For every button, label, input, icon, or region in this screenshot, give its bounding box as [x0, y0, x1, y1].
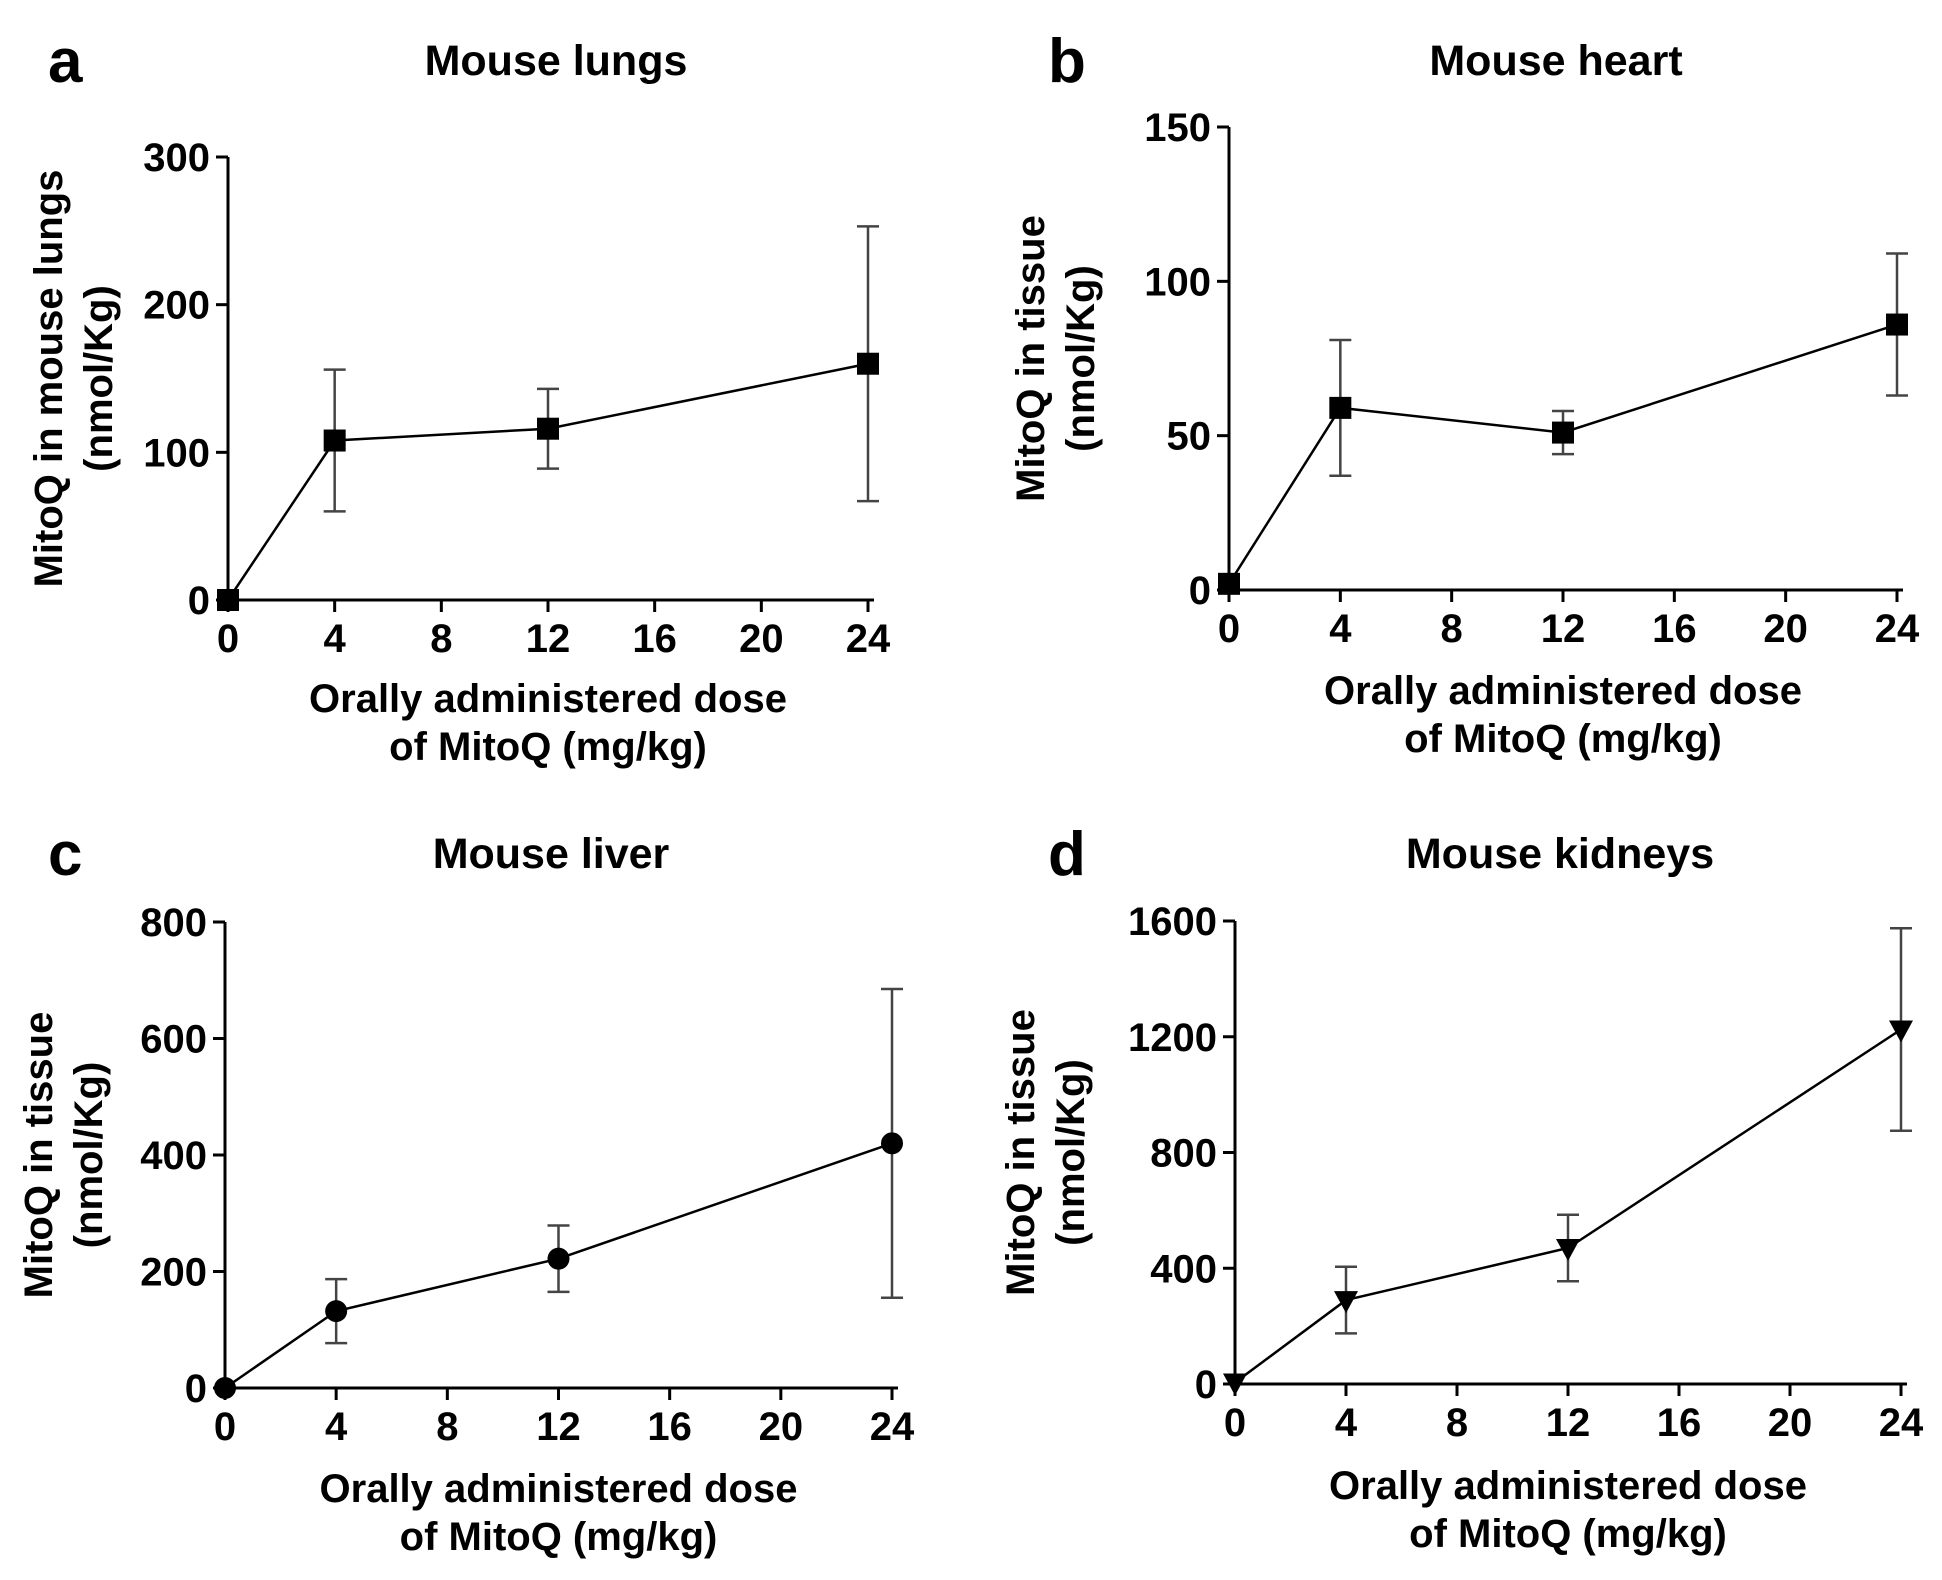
chart-panel-d: d Mouse kidneys 0 4 8 12 16 20 24 0 400 800 1200 1600…: [999, 820, 1924, 1556]
x-tick-label: 0: [217, 617, 239, 661]
y-axis-label: (nmol/Kg): [67, 1062, 111, 1249]
x-tick-label: 12: [536, 1405, 581, 1449]
x-tick-label: 24: [870, 1405, 915, 1449]
data-point: [1223, 1373, 1247, 1396]
x-tick-label: 16: [647, 1405, 692, 1449]
x-tick-label: 12: [526, 617, 571, 661]
x-axis-label: of MitoQ (mg/kg): [1409, 1512, 1727, 1556]
y-tick-label: 0: [188, 579, 210, 623]
x-axis-label: Orally administered dose: [1324, 669, 1802, 713]
y-axis-label: (nmol/Kg): [77, 285, 121, 472]
y-tick-label: 1600: [1128, 900, 1217, 944]
data-point: [325, 1300, 348, 1323]
x-tick-label: 8: [430, 617, 452, 661]
y-tick-label: 200: [140, 1251, 207, 1295]
chart-panel-c: c Mouse liver 0 4 8 12 16 20 24 0 200 400 600 800 Oral…: [17, 820, 915, 1559]
y-tick-label: 300: [143, 136, 210, 180]
y-tick-label: 1200: [1128, 1016, 1217, 1060]
y-tick-label: 100: [143, 431, 210, 475]
data-point: [1889, 1020, 1913, 1043]
y-tick-label: 0: [1189, 569, 1211, 613]
x-tick-label: 20: [1763, 607, 1808, 651]
chart-panel-b: b Mouse heart 0 4 8 12 16 20 24 0 50 100 150 Orally a…: [1009, 27, 1920, 761]
chart-title: Mouse kidneys: [1406, 830, 1714, 878]
x-axis-label: of MitoQ (mg/kg): [400, 1515, 718, 1559]
y-tick-label: 400: [1150, 1247, 1217, 1291]
data-point: [1886, 313, 1908, 336]
series-line: [226, 362, 869, 601]
data-point: [323, 429, 346, 452]
data-point: [1218, 572, 1240, 595]
panel-letter: b: [1048, 27, 1086, 96]
x-axis-label: Orally administered dose: [309, 677, 787, 721]
x-tick-label: 8: [1441, 607, 1463, 651]
x-tick-label: 0: [1218, 607, 1240, 651]
y-tick-label: 50: [1167, 415, 1212, 459]
series-line: [1227, 323, 1898, 585]
y-tick-label: 800: [1150, 1132, 1217, 1176]
data-point: [537, 417, 559, 440]
x-tick-label: 12: [1546, 1401, 1591, 1445]
panel-letter: a: [48, 27, 83, 96]
x-tick-label: 0: [214, 1405, 236, 1449]
y-tick-label: 400: [140, 1134, 207, 1178]
x-tick-label: 4: [1335, 1401, 1358, 1445]
data-point: [217, 589, 239, 611]
chart-panel-a: a Mouse lungs 0 4 8 12 16 20 24 0 100 200 300 Orally …: [27, 27, 891, 769]
x-tick-label: 4: [324, 617, 347, 661]
y-tick-label: 800: [140, 901, 207, 945]
x-axis-label: of MitoQ (mg/kg): [1404, 717, 1722, 761]
data-point: [881, 1132, 903, 1155]
x-tick-label: 8: [436, 1405, 458, 1449]
y-axis-label: MitoQ in tissue: [1009, 215, 1053, 502]
y-tick-label: 150: [1144, 106, 1211, 150]
data-point: [857, 352, 879, 375]
x-tick-label: 8: [1446, 1401, 1468, 1445]
data-point: [1552, 421, 1574, 444]
x-axis-label: of MitoQ (mg/kg): [389, 725, 707, 769]
data-point: [1334, 1291, 1358, 1314]
panel-letter: c: [48, 820, 82, 889]
x-tick-label: 24: [1875, 607, 1920, 651]
data-point: [1329, 396, 1352, 419]
x-tick-label: 16: [632, 617, 677, 661]
x-axis-label: Orally administered dose: [1329, 1464, 1807, 1508]
x-tick-label: 4: [325, 1405, 348, 1449]
data-point: [547, 1247, 570, 1270]
y-axis-label: MitoQ in tissue: [999, 1009, 1043, 1296]
y-tick-label: 200: [143, 284, 210, 328]
x-tick-label: 12: [1541, 607, 1586, 651]
chart-title: Mouse lungs: [425, 37, 688, 85]
x-tick-label: 0: [1224, 1401, 1246, 1445]
series-line: [1234, 1028, 1902, 1384]
x-tick-label: 16: [1652, 607, 1697, 651]
x-tick-label: 20: [759, 1405, 804, 1449]
x-tick-label: 16: [1657, 1401, 1702, 1445]
x-tick-label: 24: [846, 617, 891, 661]
data-point: [214, 1377, 236, 1399]
y-axis-label: (nmol/Kg): [1049, 1059, 1093, 1246]
y-axis-label: MitoQ in tissue: [17, 1012, 61, 1299]
data-point: [1556, 1238, 1580, 1261]
x-tick-label: 20: [739, 617, 784, 661]
y-tick-label: 100: [1144, 260, 1211, 304]
series-line: [224, 1142, 893, 1390]
x-tick-label: 4: [1329, 607, 1352, 651]
chart-title: Mouse liver: [433, 830, 670, 878]
y-axis-label: MitoQ in mouse lungs: [27, 170, 71, 588]
y-tick-label: 0: [1195, 1363, 1217, 1407]
x-axis-label: Orally administered dose: [320, 1467, 798, 1511]
y-tick-label: 600: [140, 1018, 207, 1062]
x-tick-label: 24: [1879, 1401, 1924, 1445]
chart-title: Mouse heart: [1429, 37, 1682, 85]
x-tick-label: 20: [1768, 1401, 1813, 1445]
y-axis-label: (nmol/Kg): [1059, 265, 1103, 452]
y-tick-label: 0: [185, 1367, 207, 1411]
panel-letter: d: [1048, 820, 1086, 889]
